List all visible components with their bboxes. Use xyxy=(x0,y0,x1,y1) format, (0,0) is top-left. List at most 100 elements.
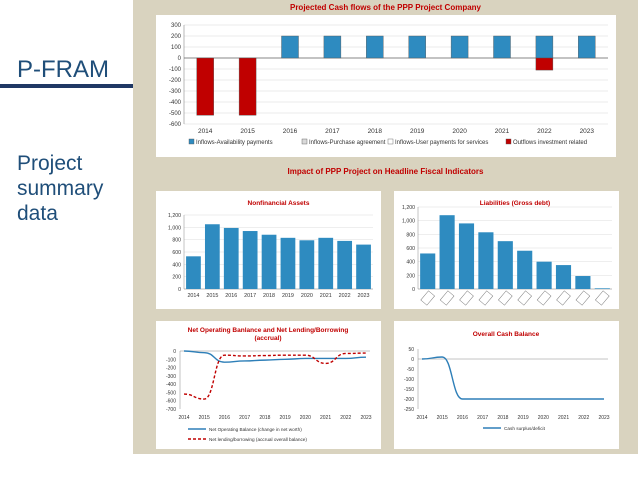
bar-2015-s3 xyxy=(238,57,257,116)
y-tick-label: -400 xyxy=(166,382,176,388)
x-tick-label: 2015 xyxy=(437,415,448,421)
y-tick-label: -600 xyxy=(169,122,182,128)
bar-2023-s0 xyxy=(578,35,596,59)
x-tick-label: 2022 xyxy=(537,128,552,135)
x-tick-label: 2015 xyxy=(199,415,210,421)
y-tick-label: 800 xyxy=(406,232,415,238)
x-tick-label: 2023 xyxy=(360,415,371,421)
x-tick-label: 2016 xyxy=(457,415,468,421)
brand-underline xyxy=(0,84,133,88)
bar xyxy=(575,276,591,289)
x-tick-box xyxy=(575,290,591,306)
y-tick-label: 0 xyxy=(412,287,415,293)
y-tick-label: -300 xyxy=(169,89,182,95)
x-tick-label: 2019 xyxy=(280,415,291,421)
y-tick-label: -100 xyxy=(166,357,176,363)
x-tick-box xyxy=(517,290,532,306)
x-tick-label: 2023 xyxy=(580,128,595,135)
x-tick-label: 2020 xyxy=(301,293,313,299)
legend-swatch xyxy=(188,138,195,145)
legend-swatch xyxy=(301,138,308,145)
cashflows-chart-svg: 300 200 100 0 -100 -200 -300 -400 -500 -600 2014 20… xyxy=(169,23,608,146)
x-tick-label: 2016 xyxy=(225,293,237,299)
operating-chart-svg: Net Operating Banlance and Net Lending/B… xyxy=(166,327,372,442)
y-tick-label: -250 xyxy=(404,407,414,413)
x-tick-label: 2020 xyxy=(452,128,467,135)
y-tick-label: -400 xyxy=(169,100,182,106)
legend-swatch xyxy=(505,138,512,145)
bar-2016-s0 xyxy=(281,35,299,59)
y-tick-label: -150 xyxy=(404,387,414,393)
x-tick-label: 2021 xyxy=(320,293,332,299)
x-tick-label: 2016 xyxy=(219,415,230,421)
bar xyxy=(223,227,239,289)
x-tick-label: 2015 xyxy=(206,293,218,299)
y-tick-label: 300 xyxy=(171,23,182,29)
x-tick-label: 2018 xyxy=(263,293,275,299)
chart-panel: Projected Cash flows of the PPP Project … xyxy=(133,0,638,454)
x-tick-box xyxy=(439,290,455,306)
y-tick-label: -100 xyxy=(404,377,414,383)
subtitle-line-3: data xyxy=(17,202,58,225)
cashflows-chart: 300 200 100 0 -100 -200 -300 -400 -500 -600 2014 20… xyxy=(156,15,616,157)
y-tick-label: 0 xyxy=(173,349,176,355)
y-tick-label: 600 xyxy=(172,250,181,256)
y-tick-label: 800 xyxy=(172,238,181,244)
assets-chart: Nonfinancial Assets 1,200 1,000 800 600 400 20… xyxy=(156,191,381,309)
bar xyxy=(497,241,513,289)
x-tick-label: 2018 xyxy=(497,415,508,421)
series-line-0 xyxy=(421,356,604,400)
x-tick-label: 2022 xyxy=(340,415,351,421)
x-tick-label: 2021 xyxy=(320,415,331,421)
bar xyxy=(204,224,220,289)
bar xyxy=(439,215,455,289)
bar xyxy=(261,234,277,289)
x-tick-box xyxy=(478,290,494,306)
cash-chart-svg: Overall Cash Balance 50 0 -50 -100 -150 -200 -2… xyxy=(404,331,610,431)
legend-swatch xyxy=(387,138,394,145)
y-tick-label: 0 xyxy=(411,357,414,363)
x-tick-label: 2022 xyxy=(578,415,589,421)
bar xyxy=(242,231,258,289)
y-tick-label: 400 xyxy=(172,262,181,268)
y-tick-label: 50 xyxy=(408,347,414,353)
x-tick-label: 2014 xyxy=(198,128,213,135)
y-tick-label: 1,000 xyxy=(168,225,181,231)
bar xyxy=(186,256,201,289)
chart-title: Liabilities (Gross debt) xyxy=(480,200,550,207)
x-tick-box xyxy=(459,290,474,306)
y-tick-label: -200 xyxy=(166,366,176,372)
bar xyxy=(280,237,296,289)
x-tick-label: 2017 xyxy=(325,128,340,135)
y-tick-label: 400 xyxy=(406,260,415,266)
bar xyxy=(594,288,610,289)
subtitle-line-2: summary xyxy=(17,177,104,200)
y-tick-label: -100 xyxy=(169,67,182,73)
y-tick-label: 600 xyxy=(406,246,415,252)
y-tick-label: 200 xyxy=(172,275,181,281)
sidebar: P-FRAM Project summary data xyxy=(0,0,133,478)
bar-2022-s0 xyxy=(535,35,554,59)
y-tick-label: 1,200 xyxy=(402,205,415,211)
y-tick-label: -600 xyxy=(166,399,176,405)
x-tick-label: 2014 xyxy=(178,415,189,421)
y-tick-label: -500 xyxy=(166,390,176,396)
x-tick-label: 2019 xyxy=(282,293,294,299)
bar xyxy=(299,240,315,289)
subtitle-line-1: Project xyxy=(17,152,83,175)
y-tick-label: -200 xyxy=(169,78,182,84)
legend-label: Net lending/borrowing (accrual overall b… xyxy=(209,437,307,442)
x-tick-label: 2021 xyxy=(495,128,510,135)
bar xyxy=(478,232,494,289)
series-line-1 xyxy=(183,352,367,400)
x-tick-label: 2018 xyxy=(259,415,270,421)
legend-label: Net Operating Balance (change in net wor… xyxy=(209,427,302,432)
x-tick-label: 2014 xyxy=(416,415,427,421)
x-tick-label: 2020 xyxy=(300,415,311,421)
bar xyxy=(420,253,436,289)
impact-section-title: Impact of PPP Project on Headline Fiscal… xyxy=(287,167,484,176)
bar xyxy=(318,237,334,289)
y-tick-label: 100 xyxy=(171,45,182,51)
liabilities-chart: Liabilities (Gross debt) 1,200 1,000 800 600… xyxy=(394,191,619,309)
y-tick-label: -50 xyxy=(407,367,414,373)
